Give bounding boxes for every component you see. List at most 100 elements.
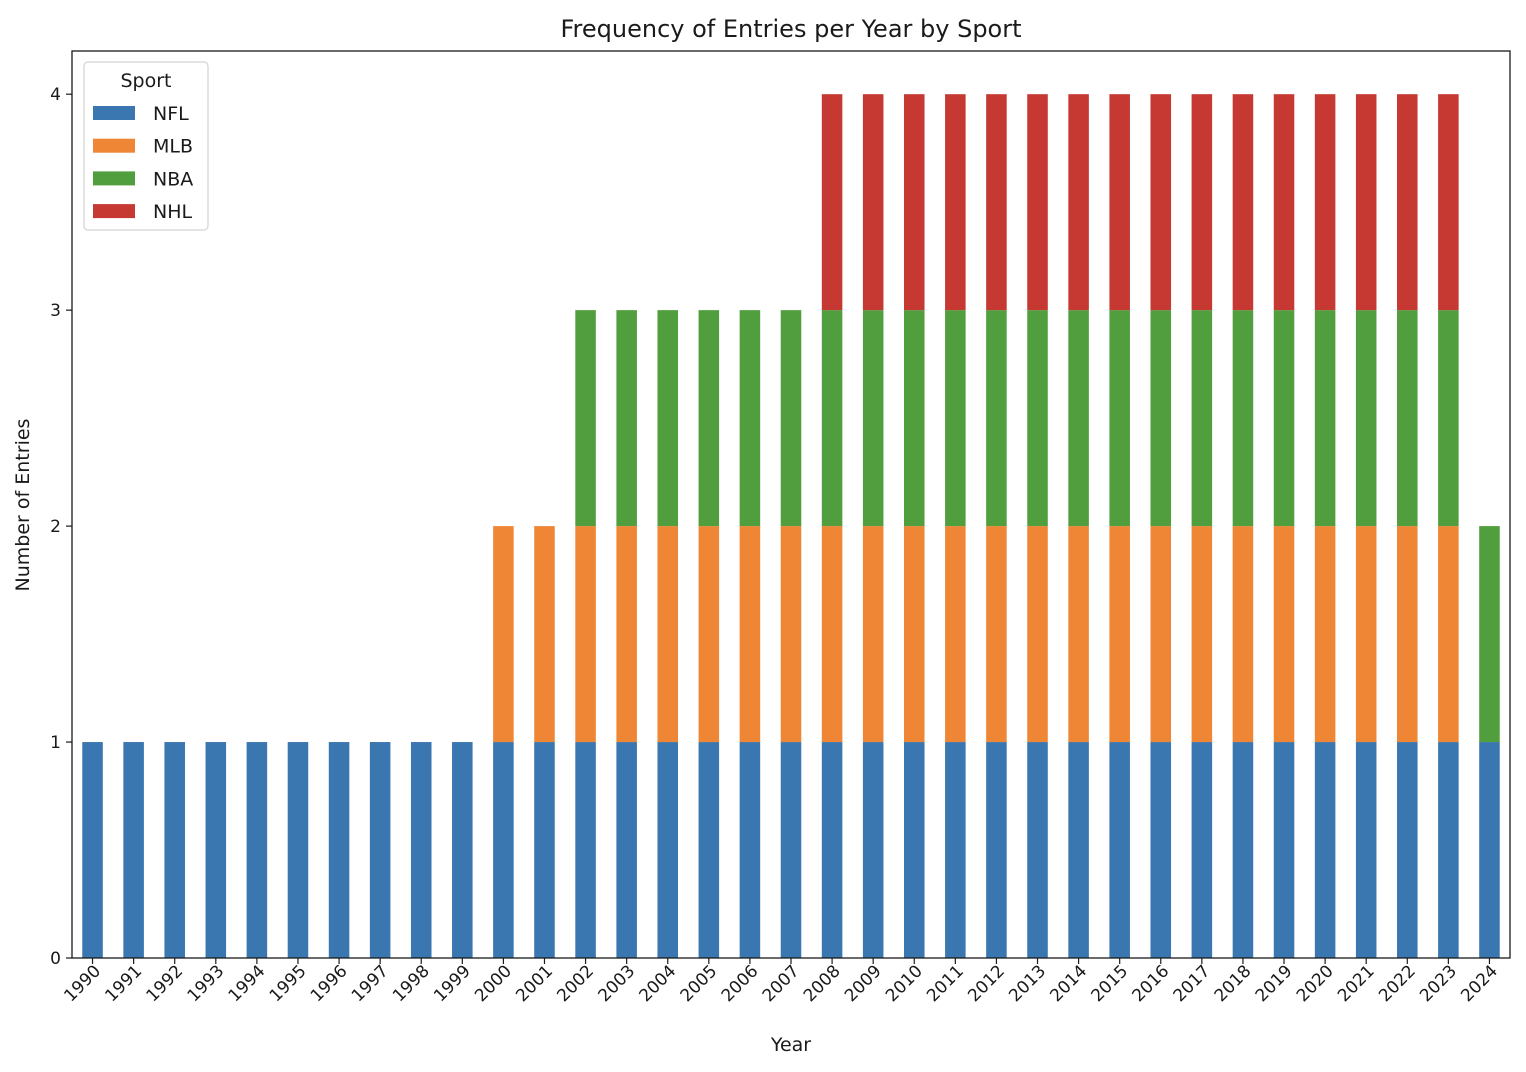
x-tick-label: 1999 (430, 961, 475, 1006)
bar-mlb-2000 (493, 526, 514, 743)
bar-mlb-2003 (616, 526, 637, 743)
bar-nba-2005 (698, 310, 720, 527)
bar-nfl-2020 (1314, 742, 1336, 958)
bar-nhl-2008 (821, 94, 843, 311)
bar-nba-2013 (1027, 310, 1048, 527)
bar-nba-2010 (903, 310, 925, 527)
bar-mlb-2008 (821, 526, 843, 743)
legend-label-mlb: MLB (153, 136, 193, 158)
x-tick-label: 1994 (225, 961, 270, 1006)
bar-nhl-2012 (986, 94, 1007, 311)
bar-nba-2019 (1273, 310, 1295, 527)
bar-nfl-2016 (1150, 742, 1172, 958)
legend-title: Sport (120, 70, 171, 92)
bar-nfl-2013 (1027, 742, 1048, 958)
bar-mlb-2016 (1150, 526, 1172, 743)
bar-mlb-2004 (657, 526, 679, 743)
x-tick-label: 2021 (1334, 961, 1379, 1006)
bar-nfl-1996 (328, 742, 350, 958)
x-tick-label: 2017 (1170, 961, 1215, 1006)
x-tick-label: 2015 (1087, 961, 1132, 1006)
x-tick-label: 2007 (759, 961, 804, 1006)
legend-items: NFL MLB NBA NHL (93, 103, 193, 223)
bar-nhl-2011 (945, 94, 966, 311)
bar-nfl-2022 (1397, 742, 1418, 958)
x-tick-label: 2000 (471, 961, 516, 1006)
bar-nfl-1994 (246, 742, 268, 958)
bar-nfl-2007 (780, 742, 802, 958)
bar-nfl-2011 (945, 742, 966, 958)
bar-nba-2009 (862, 310, 884, 527)
bar-mlb-2006 (739, 526, 761, 743)
legend-label-nhl: NHL (153, 201, 193, 223)
y-tick-label: 2 (50, 517, 61, 537)
x-tick-label: 2010 (882, 961, 927, 1006)
legend-swatch-nba (93, 171, 135, 186)
legend-label-nba: NBA (153, 168, 193, 190)
y-axis-ticks: 0 1 2 3 4 (50, 85, 72, 969)
x-tick-label: 1998 (389, 961, 434, 1006)
bar-mlb-2013 (1027, 526, 1048, 743)
x-tick-label: 2024 (1457, 961, 1502, 1006)
bar-nfl-2009 (862, 742, 884, 958)
x-tick-label: 2020 (1293, 961, 1338, 1006)
x-tick-label: 2011 (923, 961, 968, 1006)
bar-nba-2003 (616, 310, 637, 527)
bar-nba-2021 (1355, 310, 1377, 527)
bar-mlb-2015 (1109, 526, 1130, 743)
bar-nba-2017 (1191, 310, 1213, 527)
x-tick-label: 1995 (266, 961, 311, 1006)
x-tick-label: 1992 (143, 961, 188, 1006)
bar-nba-2012 (986, 310, 1007, 527)
bar-nfl-2024 (1479, 742, 1500, 958)
bar-nfl-2000 (493, 742, 514, 958)
bar-mlb-2002 (575, 526, 596, 743)
bar-mlb-2012 (986, 526, 1007, 743)
y-tick-label: 1 (50, 733, 61, 753)
bar-mlb-2020 (1314, 526, 1336, 743)
bar-mlb-2011 (945, 526, 966, 743)
bar-nhl-2020 (1314, 94, 1336, 311)
x-tick-label: 2013 (1005, 961, 1050, 1006)
bar-nfl-1992 (164, 742, 185, 958)
x-tick-label: 2023 (1416, 961, 1461, 1006)
bar-nhl-2015 (1109, 94, 1130, 311)
bar-mlb-2007 (780, 526, 802, 743)
bar-nba-2014 (1068, 310, 1089, 527)
y-tick-label: 3 (50, 301, 61, 321)
bar-nfl-2021 (1355, 742, 1377, 958)
bar-nfl-2001 (534, 742, 555, 958)
legend-box (83, 61, 209, 231)
x-tick-label: 2004 (636, 961, 681, 1006)
bar-nfl-1990 (82, 742, 103, 958)
x-tick-label: 2002 (553, 961, 598, 1006)
bar-nba-2018 (1232, 310, 1254, 527)
x-tick-label: 2012 (964, 961, 1009, 1006)
bar-nba-2008 (821, 310, 843, 527)
y-axis-label: Number of Entries (12, 419, 34, 592)
x-tick-label: 2016 (1129, 961, 1174, 1006)
bar-nhl-2009 (862, 94, 884, 311)
bar-nfl-2002 (575, 742, 596, 958)
bar-nfl-2006 (739, 742, 761, 958)
bar-nhl-2013 (1027, 94, 1048, 311)
bar-mlb-2022 (1397, 526, 1418, 743)
x-tick-label: 2019 (1252, 961, 1297, 1006)
y-tick-label: 0 (50, 949, 61, 969)
bar-nhl-2022 (1397, 94, 1418, 311)
x-tick-label: 2009 (841, 961, 886, 1006)
bar-nfl-1991 (123, 742, 144, 958)
bar-mlb-2017 (1191, 526, 1213, 743)
bar-mlb-2023 (1438, 526, 1459, 743)
bar-nba-2004 (657, 310, 679, 527)
bar-nhl-2018 (1232, 94, 1254, 311)
bar-mlb-2018 (1232, 526, 1254, 743)
bar-nhl-2019 (1273, 94, 1295, 311)
x-tick-label: 2003 (594, 961, 639, 1006)
bar-nfl-1999 (452, 742, 473, 958)
legend-swatch-nhl (93, 204, 135, 219)
bar-nba-2024 (1479, 526, 1500, 743)
x-tick-label: 2008 (800, 961, 845, 1006)
bar-nhl-2021 (1355, 94, 1377, 311)
